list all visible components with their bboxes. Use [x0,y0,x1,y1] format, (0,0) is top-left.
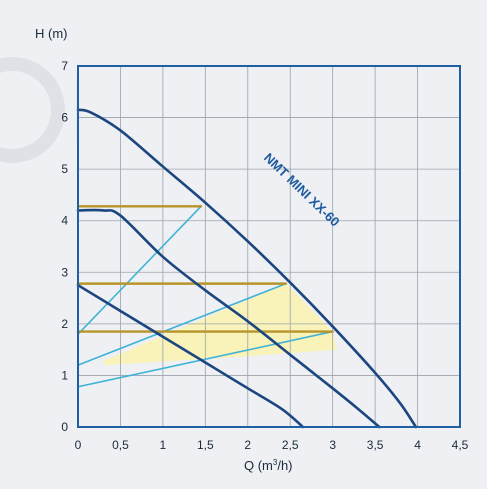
y-tick-label-0: 0 [61,420,68,434]
x-tick-label-7: 3,5 [367,438,384,452]
plot-frame [77,65,461,428]
pump-curve-0 [76,108,418,429]
x-tick-label-4: 2 [244,438,251,452]
x-tick-label-6: 3 [329,438,336,452]
system-curve-4 [77,282,287,366]
system-curve-3 [77,205,202,335]
y-axis-label: H (m) [35,26,68,41]
x-tick-label-8: 4 [414,438,421,452]
y-tick-label-1: 1 [61,368,68,382]
pump-curve-1 [76,208,381,429]
x-axis-label: Q (m3/h) [244,458,293,473]
y-tick-label-2: 2 [61,317,68,331]
y-tick-label-6: 6 [61,111,68,125]
y-tick-label-4: 4 [61,214,68,228]
x-tick-label-2: 1 [160,438,167,452]
x-axis-label-main: Q (m [244,458,273,473]
x-tick-label-3: 1,5 [197,438,214,452]
x-tick-label-1: 0,5 [112,438,129,452]
x-tick-label-9: 4,5 [452,438,469,452]
pump-curve-2 [76,283,305,429]
watermark-logo-ring [0,57,65,163]
system-curve-5 [77,330,334,388]
x-axis-label-tail: /h) [277,458,292,473]
x-tick-label-5: 2,5 [282,438,299,452]
y-tick-label-7: 7 [61,59,68,73]
x-tick-label-0: 0 [75,438,82,452]
y-tick-label-5: 5 [61,162,68,176]
y-tick-label-3: 3 [61,265,68,279]
x-axis-label-sup: 3 [273,458,278,467]
plot-background [78,66,460,427]
